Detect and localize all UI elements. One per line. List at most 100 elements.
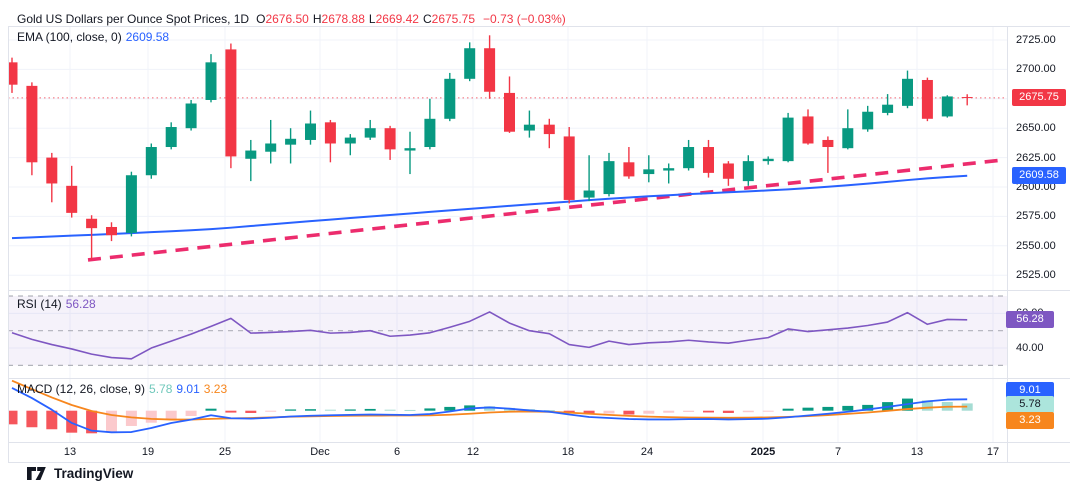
macd-histogram-bar (344, 409, 356, 411)
candle-body (424, 118, 436, 148)
candle[interactable] (563, 127, 575, 204)
price-axis-label: 2550.00 (1016, 239, 1056, 252)
candle[interactable] (523, 110, 535, 138)
candle[interactable] (86, 215, 98, 260)
time-axis-label: 17 (986, 446, 1000, 458)
ohlc-item: C2675.75 (423, 12, 475, 26)
macd-histogram-bar (205, 408, 217, 411)
macd-legend[interactable]: MACD (12, 26, close, 9) 5.78 9.01 3.23 (17, 382, 235, 396)
candle-body (106, 226, 117, 236)
candle[interactable] (742, 155, 754, 186)
candle[interactable] (603, 152, 615, 197)
macd-line[interactable] (11, 387, 968, 434)
candle[interactable] (683, 139, 695, 171)
macd-histogram-bar (285, 409, 297, 411)
candle[interactable] (842, 109, 854, 150)
candle[interactable] (543, 118, 555, 149)
price-chart-canvas[interactable] (8, 26, 1007, 290)
time-axis-label: 13 (910, 446, 924, 458)
macd-chart-canvas[interactable] (8, 378, 1007, 442)
macd-histogram-bar (384, 409, 396, 411)
candle[interactable] (941, 95, 953, 118)
candle[interactable] (464, 42, 476, 82)
macd-histogram-bar (324, 409, 336, 411)
tradingview-attribution[interactable]: TradingView (26, 466, 133, 481)
rsi-chart-canvas[interactable] (8, 290, 1007, 378)
candle[interactable] (364, 119, 376, 140)
candle[interactable] (165, 122, 177, 150)
macd-histogram-bar (762, 410, 774, 412)
macd-histogram-bar (46, 410, 58, 430)
macd-histogram-bar (106, 410, 117, 433)
candle-body (882, 104, 894, 113)
panel-border (8, 26, 9, 462)
candle-body (285, 138, 297, 145)
candle[interactable] (8, 57, 18, 93)
macd-histogram-bar (583, 410, 595, 414)
candle[interactable] (504, 76, 515, 133)
candle[interactable] (26, 82, 38, 176)
ema-legend[interactable]: EMA (100, close, 0) 2609.58 (17, 30, 173, 44)
candle[interactable] (882, 94, 894, 116)
macd-histogram-bar (424, 408, 436, 411)
macd-label: MACD (12, 26, close, 9) (17, 382, 146, 396)
candle[interactable] (484, 35, 496, 99)
candle[interactable] (722, 161, 734, 186)
candle-body (523, 124, 535, 131)
candle[interactable] (762, 156, 774, 165)
candle[interactable] (822, 136, 834, 173)
macd-histogram-bar (643, 410, 655, 414)
tradingview-logo-icon (27, 467, 46, 480)
price-axis-label: 2725.00 (1016, 34, 1056, 46)
candle[interactable] (921, 77, 933, 122)
ema-line[interactable] (11, 174, 968, 240)
symbol-title[interactable]: Gold US Dollars per Ounce Spot Prices, 1… (17, 12, 250, 26)
candle[interactable] (145, 143, 157, 179)
candle[interactable] (902, 70, 913, 109)
ohlc-value: 2678.88 (321, 12, 365, 26)
candle[interactable] (106, 222, 117, 242)
candle[interactable] (404, 131, 416, 175)
candle[interactable] (583, 155, 595, 202)
candle-body (8, 62, 18, 85)
candle[interactable] (125, 171, 137, 237)
candle[interactable] (185, 99, 197, 131)
candle[interactable] (424, 98, 436, 150)
candle-body (603, 161, 615, 195)
macd-histogram-bar (742, 410, 754, 413)
time-axis-label: 25 (218, 446, 232, 458)
rsi-line[interactable] (11, 311, 968, 360)
candle[interactable] (265, 119, 277, 164)
candle[interactable] (245, 139, 257, 182)
ema-label: EMA (100, close, 0) (17, 30, 122, 44)
macd-legend-values: 5.78 9.01 3.23 (149, 382, 231, 396)
candle-body (384, 128, 396, 150)
macd-histogram-bar (862, 404, 874, 411)
candle[interactable] (225, 43, 237, 169)
macd-histogram-bar (305, 409, 316, 411)
candle[interactable] (344, 134, 356, 156)
candle[interactable] (663, 163, 675, 184)
candle[interactable] (285, 128, 297, 164)
candle[interactable] (305, 110, 316, 145)
candle[interactable] (643, 155, 655, 183)
candle[interactable] (623, 147, 635, 179)
ohlc-values: O2676.50 H2678.88 L2669.42 C2675.75 (256, 12, 479, 26)
macd-histogram-bar (921, 400, 933, 411)
macd-axis-badge: 3.23 (1006, 411, 1054, 429)
candle[interactable] (782, 112, 794, 163)
candle[interactable] (703, 139, 714, 178)
candle[interactable] (802, 109, 814, 145)
candle[interactable] (961, 94, 973, 106)
candle[interactable] (862, 105, 874, 132)
candle[interactable] (444, 72, 456, 122)
candle[interactable] (46, 152, 58, 203)
candle[interactable] (205, 54, 217, 103)
macd-histogram-bar (364, 408, 376, 411)
macd-histogram-bar (145, 410, 157, 423)
rsi-legend[interactable]: RSI (14) 56.28 (17, 297, 100, 311)
candle-body (324, 122, 336, 144)
candle[interactable] (384, 125, 396, 160)
candle[interactable] (66, 165, 78, 218)
candle[interactable] (324, 119, 336, 163)
